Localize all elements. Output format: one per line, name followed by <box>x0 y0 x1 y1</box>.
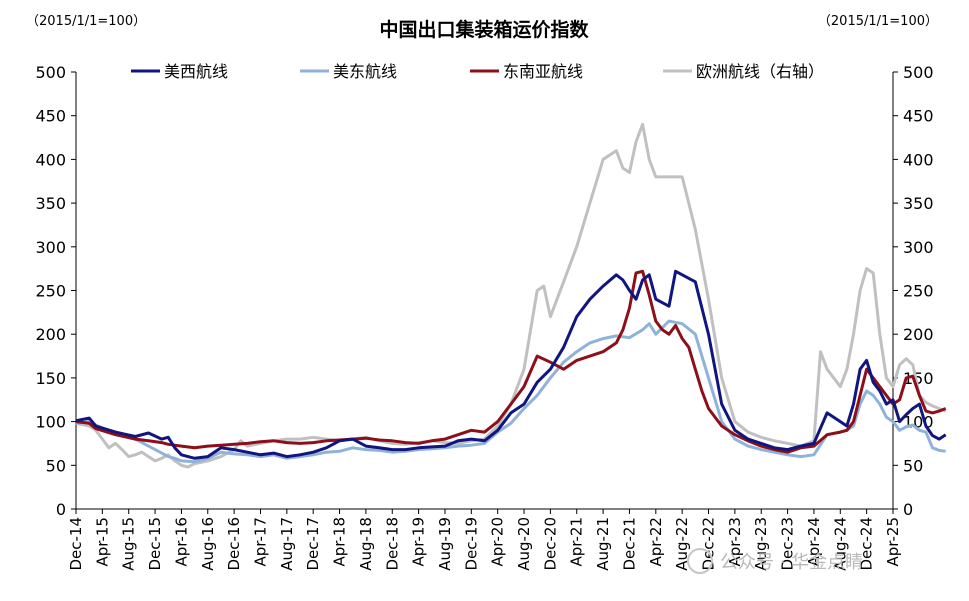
y-tick-label-right: 450 <box>903 107 934 126</box>
x-tick-label: Aug-19 <box>436 517 454 571</box>
series-line-0 <box>75 269 947 460</box>
y-tick-label-right: 150 <box>903 369 934 388</box>
right-axis-note: （2015/1/1=100） <box>818 14 938 29</box>
y-tick-label-right: 500 <box>903 63 934 82</box>
x-tick-label: Dec-23 <box>779 517 797 571</box>
x-tick-label: Aug-23 <box>752 517 770 571</box>
y-tick-label-right: 350 <box>903 194 934 213</box>
y-tick-label-left: 500 <box>35 63 66 82</box>
y-tick-label-left: 400 <box>35 150 66 169</box>
watermark: 公众号 · 华金点睛 <box>687 548 863 574</box>
watermark-text: 公众号 · 华金点睛 <box>720 552 863 573</box>
x-tick-label: Aug-17 <box>278 517 296 571</box>
x-tick-label: Aug-16 <box>199 517 217 571</box>
y-tick-label-right: 0 <box>903 500 913 519</box>
legend-label-2: 东南亚航线 <box>503 62 583 81</box>
x-tick-label: Dec-15 <box>146 517 164 571</box>
y-tick-label-left: 150 <box>35 369 66 388</box>
y-tick-label-right: 400 <box>903 150 934 169</box>
x-tick-label: Apr-25 <box>884 517 902 567</box>
x-tick-label: Dec-17 <box>304 517 322 571</box>
x-tick-label: Apr-18 <box>331 517 349 567</box>
x-tick-label: Dec-19 <box>462 517 480 571</box>
x-tick-label: Dec-18 <box>383 517 401 571</box>
legend-label-3: 欧洲航线（右轴） <box>696 62 824 81</box>
x-tick-label: Apr-23 <box>726 517 744 567</box>
chart-title: 中国出口集装箱运价指数 <box>379 18 589 41</box>
series-line-3 <box>75 122 947 469</box>
legend-label-1: 美东航线 <box>333 62 397 81</box>
left-axis-note: （2015/1/1=100） <box>26 14 146 29</box>
y-tick-label-left: 0 <box>56 500 66 519</box>
x-tick-label: Aug-21 <box>594 517 612 571</box>
y-tick-label-left: 200 <box>35 325 66 344</box>
y-tick-label-right: 50 <box>903 456 923 475</box>
x-tick-label: Dec-22 <box>700 517 718 571</box>
legend-label-0: 美西航线 <box>164 62 228 81</box>
x-tick-label: Apr-19 <box>410 517 428 567</box>
y-tick-label-right: 250 <box>903 282 934 301</box>
x-tick-label: Dec-24 <box>858 517 876 571</box>
series-line-2 <box>75 269 947 454</box>
x-tick-label: Dec-16 <box>225 517 243 571</box>
x-tick-label: Dec-20 <box>541 517 559 571</box>
y-tick-label-left: 100 <box>35 413 66 432</box>
x-tick-label: Apr-17 <box>251 517 269 567</box>
x-tick-label: Apr-22 <box>647 517 665 567</box>
y-tick-label-left: 50 <box>46 456 66 475</box>
watermark-logo-icon <box>687 548 713 574</box>
x-tick-label: Aug-24 <box>831 517 849 571</box>
y-tick-label-left: 450 <box>35 107 66 126</box>
legend: 美西航线 美东航线 东南亚航线 欧洲航线（右轴） <box>131 62 824 81</box>
y-tick-label-left: 350 <box>35 194 66 213</box>
x-axis: Dec-14 Apr-15 Aug-15 Dec-15 Apr-16 Aug-16 Dec-… <box>67 509 902 571</box>
x-tick-label: Apr-16 <box>172 517 190 567</box>
y-tick-label-left: 300 <box>35 238 66 257</box>
x-tick-label: Dec-21 <box>620 517 638 571</box>
x-tick-label: Aug-15 <box>120 517 138 571</box>
x-tick-label: Dec-14 <box>67 517 85 571</box>
series-line-1 <box>75 319 946 464</box>
x-tick-label: Aug-22 <box>673 517 691 571</box>
x-tick-label: Apr-24 <box>805 517 823 567</box>
y-tick-label-right: 200 <box>903 325 934 344</box>
y-tick-label-left: 250 <box>35 282 66 301</box>
x-tick-label: Aug-18 <box>357 517 375 571</box>
x-tick-label: Apr-20 <box>489 517 507 567</box>
series-group <box>75 122 947 469</box>
y-tick-label-right: 300 <box>903 238 934 257</box>
x-tick-label: Apr-21 <box>568 517 586 567</box>
y-axis-left: 0 50 100 150 200 250 300 350 400 450 500 <box>35 63 76 519</box>
x-tick-label: Apr-15 <box>93 517 111 567</box>
x-tick-label: Aug-20 <box>515 517 533 571</box>
